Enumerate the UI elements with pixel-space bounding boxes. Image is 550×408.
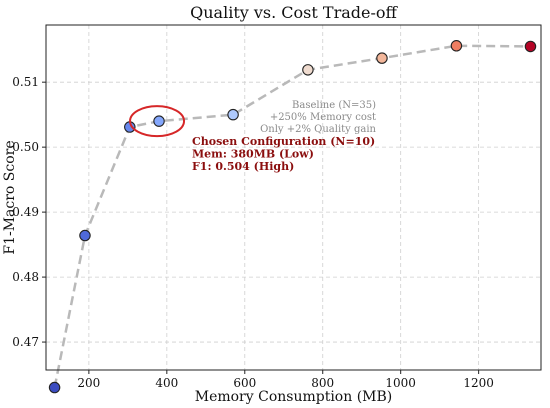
y-tick-label: 0.48 — [12, 270, 39, 284]
y-tick-label: 0.50 — [12, 140, 39, 154]
trend-line — [53, 44, 531, 388]
data-point — [302, 64, 314, 76]
data-point — [376, 52, 388, 64]
plot-frame — [45, 24, 542, 371]
data-point — [79, 229, 91, 242]
data-point — [153, 115, 165, 127]
x-tick-label: 800 — [311, 376, 334, 390]
data-point — [227, 108, 239, 121]
y-tick-label: 0.49 — [12, 205, 39, 219]
y-axis-label: F1-Macro Score — [2, 140, 18, 254]
y-tick-label: 0.47 — [12, 335, 39, 349]
x-tick-label: 1200 — [463, 376, 494, 390]
baseline-annotation-line: Baseline (N=35) — [292, 100, 376, 111]
baseline-annotation-line: Only +2% Quality gain — [260, 124, 376, 135]
data-point — [48, 381, 61, 394]
data-point — [450, 40, 463, 52]
baseline-annotation-line: +250% Memory cost — [270, 112, 376, 123]
chosen-config-highlight-ring — [129, 105, 186, 138]
data-points — [48, 40, 537, 394]
chart-title: Quality vs. Cost Trade-off — [190, 3, 398, 22]
y-tick-label: 0.51 — [12, 75, 39, 89]
chosen-config-annotation: Chosen Configuration (N=10) Mem: 380MB (… — [192, 135, 375, 173]
data-point — [524, 40, 537, 53]
chosen-annotation-line: Chosen Configuration (N=10) — [192, 135, 375, 148]
x-tick-label: 400 — [155, 376, 178, 390]
baseline-annotation: Baseline (N=35) +250% Memory cost Only +… — [260, 100, 376, 135]
chosen-annotation-line: F1: 0.504 (High) — [192, 160, 294, 173]
x-tick-label: 1000 — [385, 376, 416, 390]
grid-lines — [46, 25, 541, 370]
x-tick-label: 600 — [233, 376, 256, 390]
axis-ticks: 200 400 600 800 1000 1200 0.47 0.48 0.49 0.50 0.51 — [12, 75, 494, 390]
x-axis-label: Memory Consumption (MB) — [195, 389, 393, 405]
chosen-annotation-line: Mem: 380MB (Low) — [192, 148, 314, 161]
x-tick-label: 200 — [77, 376, 100, 390]
